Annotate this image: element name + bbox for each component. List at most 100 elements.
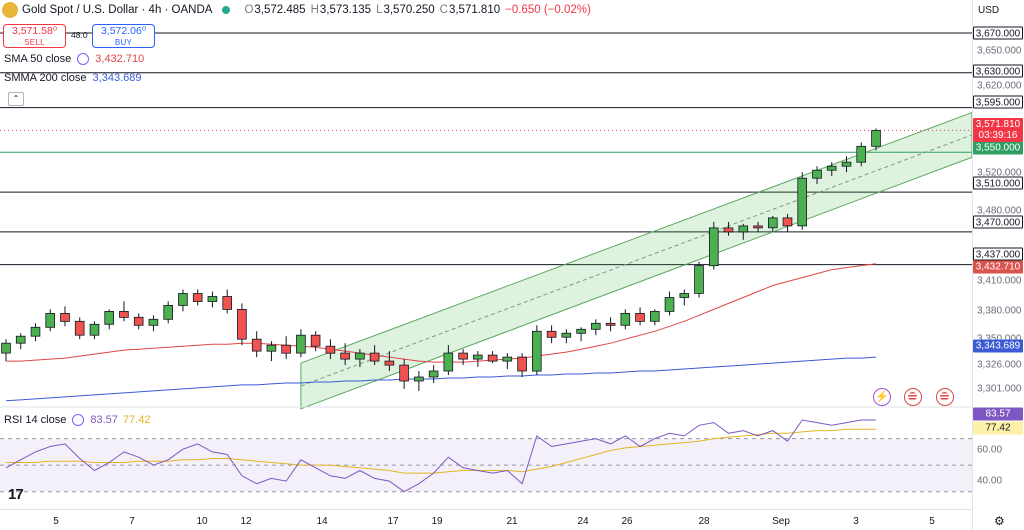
candle-body: [74, 320, 85, 336]
time-tick: 7: [129, 516, 135, 527]
price-tick: 3,520.000: [977, 167, 1022, 179]
candle-body: [178, 293, 188, 306]
candle-body: [414, 376, 424, 382]
settings-gear-icon[interactable]: ⚙: [994, 514, 1005, 528]
sma50-price-tag: 3,432.710: [973, 260, 1023, 274]
smma200-value: 3,343.689: [92, 72, 142, 84]
smma200-price-tag: 3,343.689: [973, 339, 1023, 353]
rsi-ma-value-tag: 77.42: [973, 421, 1023, 435]
buy-price: 3,572.06⁰: [100, 25, 147, 37]
candle-body: [340, 352, 350, 360]
time-tick: 5: [929, 516, 935, 527]
low-label: L: [376, 4, 383, 16]
symbol-title[interactable]: Gold Spot / U.S. Dollar · 4h · OANDA: [22, 4, 213, 16]
us-flag-event-icon[interactable]: [936, 388, 954, 406]
level-tag: 3,595.000: [973, 95, 1023, 109]
candle-body: [812, 169, 822, 179]
sma50-settings-icon[interactable]: [77, 53, 90, 65]
candle-body: [296, 334, 306, 354]
candle-body: [310, 334, 321, 347]
rsi-value: 83.57: [90, 414, 118, 426]
candle-body: [119, 310, 129, 318]
rsi-ma-value: 77.42: [122, 414, 151, 426]
candle-body: [30, 326, 41, 337]
time-axis[interactable]: [0, 509, 972, 530]
candle-body: [207, 296, 218, 302]
candle-body: [546, 330, 557, 338]
sma50-name: SMA 50 close: [4, 53, 72, 65]
candle-body: [502, 356, 513, 362]
open-value: 3,572.485: [254, 4, 306, 16]
rsi-name: RSI 14 close: [4, 414, 67, 426]
candle-body: [782, 217, 793, 227]
candle-body: [620, 312, 631, 326]
sma50-value: 3,432.710: [95, 53, 145, 65]
buy-button[interactable]: 3,572.06⁰ BUY: [92, 24, 155, 48]
price-tick: 3,380.000: [977, 305, 1022, 317]
candle-body: [266, 344, 277, 352]
candle-body: [89, 323, 100, 336]
candle-body: [487, 354, 498, 362]
candle-body: [355, 352, 365, 360]
us-flag-event-icon[interactable]: [904, 388, 922, 406]
collapse-legend-icon[interactable]: ⌃: [8, 92, 24, 106]
time-tick: 24: [577, 516, 589, 527]
candle-body: [15, 335, 26, 344]
flash-event-icon[interactable]: ⚡: [873, 388, 891, 406]
candle-body: [472, 354, 483, 360]
candle-body: [561, 332, 572, 338]
level-tag: 3,470.000: [973, 215, 1023, 229]
smma200-legend[interactable]: SMMA 200 close 3,343.689: [4, 72, 141, 84]
time-tick: 12: [240, 516, 252, 527]
open-label: O: [244, 4, 254, 16]
rsi-ma-line: [6, 428, 876, 474]
candle-body: [1, 342, 11, 354]
candle-body: [635, 312, 645, 322]
candle-body: [428, 370, 439, 378]
rsi-line: [5, 419, 876, 493]
time-tick: Sep: [772, 516, 790, 527]
change-value: −0.650 (−0.02%): [505, 4, 591, 16]
price-tick: 3,650.000: [977, 45, 1022, 57]
bar-countdown: 03:39:16: [978, 130, 1018, 141]
high-value: 3,573.135: [319, 4, 372, 16]
candle-body: [384, 360, 395, 366]
candle-body: [723, 227, 734, 233]
candle-body: [369, 352, 380, 362]
rsi-value-tag: 83.57: [973, 407, 1023, 421]
candle-body: [443, 352, 454, 372]
candle-body: [237, 308, 247, 340]
candle-body: [251, 338, 262, 352]
candle-body: [163, 304, 174, 320]
close-label: C: [439, 4, 448, 16]
smma200-line: [5, 356, 877, 402]
currency-label[interactable]: USD: [978, 5, 1000, 16]
candle-body: [222, 296, 233, 310]
candle-body: [576, 328, 586, 334]
support-level-tag: 3,550.000: [973, 141, 1023, 155]
rsi-legend[interactable]: RSI 14 close 83.57 77.42: [4, 414, 150, 426]
market-open-icon: [222, 6, 231, 14]
candle-body: [856, 145, 866, 163]
sell-label: SELL: [24, 38, 45, 47]
rsi-settings-icon[interactable]: [72, 414, 85, 426]
sma50-legend[interactable]: SMA 50 close 3,432.710: [4, 53, 144, 65]
time-tick: 28: [698, 516, 710, 527]
price-tick: 3,301.000: [977, 383, 1022, 395]
candle-body: [591, 322, 601, 330]
candle-body: [664, 297, 675, 312]
candle-body: [605, 322, 616, 326]
spread-value: 48.0: [71, 30, 88, 40]
candle-body: [45, 312, 55, 328]
gold-symbol-icon: [2, 2, 18, 18]
price-tick: 3,350.000: [977, 334, 1022, 345]
candles-group: [1, 128, 881, 391]
level-lines-group: [0, 32, 972, 266]
candle-body: [826, 165, 837, 171]
candle-body: [532, 330, 542, 372]
candle-body: [841, 161, 852, 167]
sell-button[interactable]: 3,571.58⁰ SELL: [3, 24, 66, 48]
last-price-value: 3,571.810: [975, 119, 1021, 130]
candle-body: [399, 364, 409, 382]
